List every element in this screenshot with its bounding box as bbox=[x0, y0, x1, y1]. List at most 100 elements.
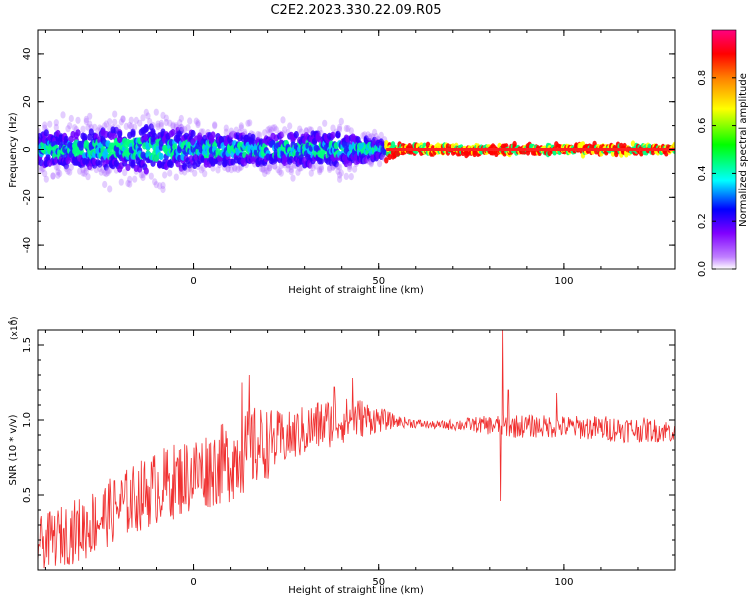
snr-exponent-base: (x10 bbox=[10, 319, 20, 340]
spectrogram-blob bbox=[282, 126, 288, 134]
spectrogram-blob bbox=[178, 167, 184, 175]
spectrogram-blob bbox=[307, 126, 313, 134]
spectrogram-blob bbox=[232, 165, 238, 173]
spectrogram-blob bbox=[378, 131, 384, 139]
spectrogram-blob bbox=[77, 167, 83, 175]
spectrogram-blob bbox=[280, 130, 286, 138]
spectrogram-blob bbox=[63, 135, 69, 143]
spectrogram-blob bbox=[123, 122, 129, 130]
spectrogram-blob bbox=[170, 121, 176, 129]
spectrogram-blob bbox=[163, 118, 169, 127]
spectrogram-blob bbox=[122, 169, 128, 177]
spectrogram-blob bbox=[278, 169, 284, 177]
spectrogram-blob bbox=[103, 120, 109, 128]
spectrogram-blob bbox=[153, 181, 159, 189]
spectrogram-blob bbox=[265, 167, 271, 175]
spectrogram-blob bbox=[85, 173, 91, 181]
x-tick-label: 0 bbox=[190, 577, 196, 588]
spectrogram-blob bbox=[107, 166, 113, 174]
snr-exponent-close: ) bbox=[10, 316, 20, 320]
spectrogram-blob bbox=[352, 165, 358, 173]
spectrogram-blob bbox=[262, 129, 268, 137]
spectrogram-blob bbox=[127, 175, 133, 183]
spectrogram-blob bbox=[128, 122, 134, 131]
spectrogram-blob bbox=[225, 165, 231, 173]
spectrogram-blob bbox=[80, 166, 86, 174]
spectrogram-blob bbox=[83, 167, 89, 175]
spectrogram-xlabel: Height of straight line (km) bbox=[288, 285, 424, 296]
spectrogram-blob bbox=[112, 118, 118, 126]
spectrogram-blob bbox=[215, 166, 221, 174]
spectrogram-blob bbox=[624, 151, 629, 158]
spectrogram-blob bbox=[365, 131, 371, 139]
y-tick-label: 40 bbox=[22, 48, 33, 61]
spectrogram-blob bbox=[330, 131, 336, 139]
spectrogram-blob bbox=[55, 168, 61, 176]
spectrogram-blob bbox=[338, 169, 344, 177]
figure-title: C2E2.2023.330.22.09.R05 bbox=[270, 3, 441, 18]
spectrogram-blob bbox=[297, 125, 303, 133]
spectrogram-blob bbox=[238, 124, 244, 132]
spectrogram-blob bbox=[198, 166, 204, 174]
spectrogram-blob bbox=[138, 171, 144, 179]
spectrogram-blob bbox=[272, 162, 278, 170]
snr-exponent-power: 4 bbox=[7, 320, 15, 325]
spectrogram-blob bbox=[630, 140, 636, 147]
spectrogram-blob bbox=[198, 128, 204, 136]
spectrogram-blob bbox=[92, 123, 98, 131]
snr-panel: 0 50 100 0.5 1.0 1.5 Height of straight line … bbox=[7, 316, 676, 596]
spectrogram-panel: 0 50 100 -40 -20 0 20 40 Height of straight lin… bbox=[8, 29, 676, 296]
y-tick-label: 0.5 bbox=[22, 487, 33, 503]
spectrogram-blob bbox=[263, 163, 269, 172]
spectrogram-blob bbox=[120, 115, 126, 123]
x-tick-label: 50 bbox=[372, 577, 385, 588]
spectrogram-blob bbox=[317, 168, 323, 176]
spectrogram-blob bbox=[133, 116, 139, 124]
snr-axes: 0 50 100 0.5 1.0 1.5 bbox=[22, 330, 676, 588]
spectrogram-blob bbox=[102, 122, 108, 130]
spectrogram-blob bbox=[247, 119, 253, 127]
spectrogram-blob bbox=[42, 121, 48, 129]
spectrogram-blob bbox=[313, 162, 319, 170]
spectrogram-blob bbox=[255, 130, 261, 139]
spectrogram-ylabel: Frequency (Hz) bbox=[8, 112, 19, 188]
spectrogram-blob bbox=[232, 163, 238, 172]
spectrogram-blob bbox=[143, 108, 149, 116]
spectrogram-blob bbox=[280, 116, 286, 124]
spectrogram-blob bbox=[190, 129, 196, 138]
spectrogram-blob bbox=[192, 169, 198, 177]
colorbar: 0.0 0.2 0.4 0.6 0.8 Normalized spectral ampl… bbox=[697, 29, 749, 277]
spectrogram-blob bbox=[103, 163, 109, 171]
spectrogram-blob bbox=[322, 119, 328, 127]
spectrogram-blob bbox=[112, 110, 118, 118]
spectrogram-blob bbox=[210, 131, 216, 139]
spectrogram-blob bbox=[317, 126, 323, 134]
spectrogram-blob bbox=[38, 166, 44, 174]
spectrogram-blob bbox=[268, 126, 274, 134]
spectrogram-blob bbox=[278, 131, 284, 139]
spectrogram-blob bbox=[55, 171, 61, 179]
spectrogram-blob bbox=[185, 124, 191, 132]
spectrogram-blob bbox=[78, 143, 84, 151]
spectrogram-blob bbox=[335, 162, 341, 171]
spectrogram-blob bbox=[38, 127, 41, 135]
spectrogram-blob bbox=[343, 172, 349, 180]
spectrogram-blob bbox=[373, 132, 379, 141]
spectrogram-blob bbox=[288, 165, 294, 173]
spectrogram-blob bbox=[50, 172, 56, 180]
spectrogram-blob bbox=[277, 168, 283, 176]
spectrogram-blob bbox=[318, 165, 324, 173]
spectrogram-blob bbox=[622, 142, 627, 150]
snr-xlabel: Height of straight line (km) bbox=[288, 585, 424, 596]
spectrogram-blob bbox=[107, 118, 113, 126]
spectrogram-blob bbox=[202, 170, 208, 178]
spectrogram-blob bbox=[105, 167, 111, 175]
spectrogram-blob bbox=[384, 157, 389, 164]
colorbar-tick-label: 0.0 bbox=[697, 261, 708, 277]
spectrogram-blob bbox=[60, 111, 66, 119]
spectrogram-blob bbox=[75, 129, 81, 137]
spectrogram-blob bbox=[173, 173, 179, 181]
spectrogram-blob bbox=[182, 162, 188, 170]
snr-marks bbox=[38, 330, 675, 569]
spectrogram-blob bbox=[125, 163, 131, 172]
